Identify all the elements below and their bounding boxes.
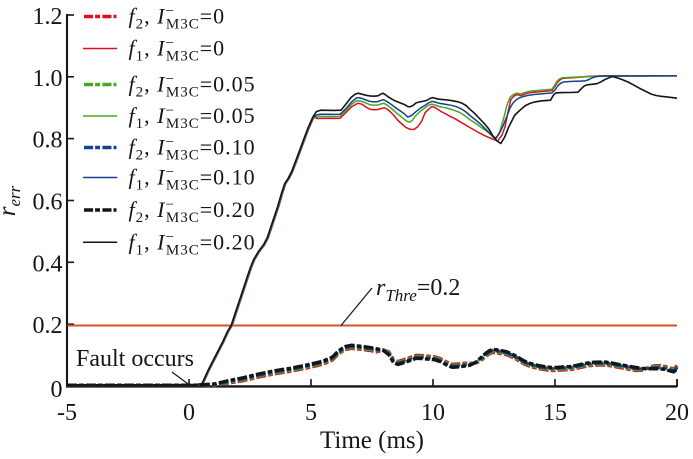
svg-text:10: 10 (421, 400, 445, 426)
svg-text:Time (ms): Time (ms) (320, 427, 424, 454)
svg-text:-5: -5 (57, 400, 77, 426)
svg-text:f1, I−M3C=0.05: f1, I− M3C=0.05 (129, 103, 256, 132)
svg-text:0.4: 0.4 (33, 251, 63, 277)
svg-text:rThre=0.2: rThre=0.2 (376, 275, 460, 305)
svg-text:f2, I−M3C=0.10: f2, I− M3C=0.10 (129, 135, 256, 164)
svg-text:f1, I−M3C=0.10: f1, I− M3C=0.10 (129, 165, 256, 194)
svg-text:20: 20 (665, 400, 689, 426)
svg-text:Fault occurs: Fault occurs (76, 346, 194, 372)
svg-text:0.6: 0.6 (33, 190, 63, 216)
svg-text:5: 5 (305, 400, 317, 426)
svg-text:15: 15 (543, 400, 567, 426)
svg-text:f1, I−M3C=0.20: f1, I− M3C=0.20 (129, 229, 256, 258)
svg-text:0.8: 0.8 (33, 128, 63, 154)
svg-text:f2, I−M3C=0.05: f2, I− M3C=0.05 (129, 72, 256, 101)
svg-text:rerr: rerr (0, 185, 24, 216)
svg-text:0: 0 (51, 377, 63, 403)
svg-text:0: 0 (183, 400, 195, 426)
svg-text:1.2: 1.2 (33, 4, 63, 30)
svg-text:f2, I−M3C=0: f2, I− M3C=0 (129, 4, 226, 33)
svg-text:0.2: 0.2 (33, 313, 63, 339)
svg-text:f1, I−M3C=0: f1, I− M3C=0 (129, 36, 226, 65)
svg-text:1.0: 1.0 (33, 66, 63, 92)
svg-text:f2, I−M3C=0.20: f2, I− M3C=0.20 (129, 197, 256, 226)
